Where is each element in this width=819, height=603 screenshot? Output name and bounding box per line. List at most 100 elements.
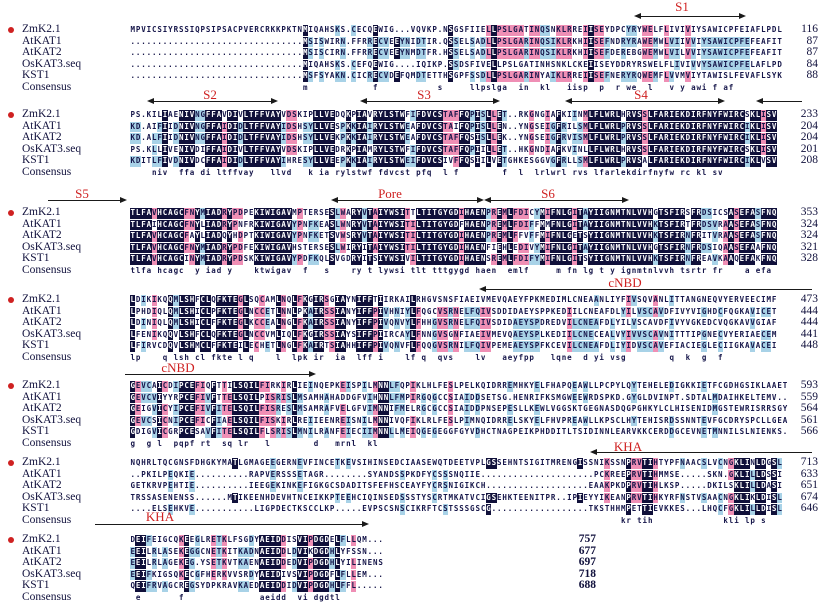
residue-cell: R bbox=[625, 133, 632, 144]
residue-cell: . bbox=[200, 59, 206, 69]
residue-cell: A bbox=[243, 546, 249, 558]
residue-cell: . bbox=[534, 481, 540, 491]
residue-cell: I bbox=[728, 121, 734, 133]
residue-cell: G bbox=[604, 242, 610, 254]
residue-cell: A bbox=[210, 231, 217, 242]
residue-cell: I bbox=[696, 48, 701, 58]
residue-cell: L bbox=[707, 458, 712, 467]
residue-cell: K bbox=[178, 469, 184, 479]
residue-cell: T bbox=[431, 231, 438, 242]
residue-cell: D bbox=[275, 504, 281, 514]
residue-cell: K bbox=[394, 295, 400, 304]
residue-cell: G bbox=[507, 156, 513, 166]
residue-cell: L bbox=[653, 25, 658, 34]
residue-cell: N bbox=[280, 341, 287, 352]
residue-cell: E bbox=[572, 392, 578, 404]
residue-cell: . bbox=[297, 59, 303, 69]
residue-cell: A bbox=[550, 110, 556, 119]
residue-cell: E bbox=[210, 558, 217, 569]
residue-cell: E bbox=[491, 295, 497, 304]
residue-cell: V bbox=[151, 404, 157, 415]
residue-cell: R bbox=[146, 458, 152, 467]
residue-cell: S bbox=[766, 156, 772, 167]
residue-cell: E bbox=[249, 242, 254, 252]
residue-cell: F bbox=[523, 295, 529, 304]
residue-cell: . bbox=[691, 504, 696, 514]
residue-cell: R bbox=[151, 558, 157, 569]
residue-cell: A bbox=[324, 427, 330, 438]
residue-cell: V bbox=[151, 427, 157, 438]
residue-cell: E bbox=[443, 415, 448, 425]
residue-cell: V bbox=[383, 36, 389, 48]
residue-cell: Y bbox=[588, 492, 594, 502]
row-label: OsKAT3.seq bbox=[22, 57, 82, 70]
residue-cell: V bbox=[636, 306, 643, 318]
residue-cell: T bbox=[270, 341, 276, 351]
residue-cell: L bbox=[669, 59, 675, 69]
residue-cell: . bbox=[216, 48, 222, 58]
residue-cell: A bbox=[475, 48, 480, 58]
consensus-cell: f bbox=[761, 266, 766, 275]
residue-cell: N bbox=[577, 144, 583, 154]
residue-cell: I bbox=[399, 306, 405, 316]
residue-cell: E bbox=[249, 341, 254, 351]
residue-cell: N bbox=[523, 392, 529, 402]
residue-cell: E bbox=[647, 25, 653, 36]
residue-cell: . bbox=[238, 48, 243, 58]
residue-cell: M bbox=[539, 231, 546, 242]
residue-cell: S bbox=[442, 318, 449, 329]
residue-cell: G bbox=[243, 458, 249, 467]
residue-cell: S bbox=[421, 458, 427, 467]
residue-cell: E bbox=[556, 341, 561, 351]
residue-cell: M bbox=[292, 208, 297, 217]
residue-cell: F bbox=[195, 329, 200, 339]
residue-cell: L bbox=[151, 133, 157, 144]
residue-cell: T bbox=[367, 254, 373, 265]
residue-cell: N bbox=[351, 295, 356, 304]
residue-cell: K bbox=[679, 110, 686, 121]
residue-cell: G bbox=[448, 208, 454, 219]
residue-cell: N bbox=[292, 458, 297, 467]
residue-cell: A bbox=[722, 231, 729, 242]
residue-cell: K bbox=[594, 504, 599, 514]
residue-cell: L bbox=[588, 156, 594, 167]
residue-cell: P bbox=[270, 504, 276, 514]
residue-cell: I bbox=[744, 133, 750, 144]
consensus-cell: i bbox=[567, 83, 572, 92]
residue-cell: P bbox=[405, 392, 410, 402]
residue-cell: L bbox=[663, 71, 670, 82]
residue-cell: T bbox=[642, 458, 648, 469]
residue-cell: . bbox=[561, 492, 567, 502]
residue-cell: F bbox=[512, 208, 519, 219]
residue-cell: R bbox=[351, 231, 357, 242]
residue-cell: L bbox=[620, 415, 626, 425]
residue-cell: . bbox=[178, 59, 184, 69]
residue-cell: Q bbox=[718, 242, 723, 252]
residue-cell: E bbox=[766, 341, 772, 352]
residue-cell: N bbox=[625, 254, 632, 265]
residue-cell: T bbox=[572, 427, 577, 437]
residue-cell: . bbox=[275, 36, 281, 46]
residue-cell: N bbox=[706, 110, 713, 121]
residue-cell: I bbox=[162, 121, 168, 133]
residue-cell: M bbox=[501, 219, 508, 231]
residue-cell: D bbox=[561, 306, 567, 316]
residue-cell: Y bbox=[194, 231, 201, 242]
consensus-cell: l bbox=[443, 168, 448, 177]
residue-cell: L bbox=[567, 156, 572, 166]
consensus-cell: v bbox=[577, 168, 583, 177]
residue-cell: F bbox=[453, 110, 459, 121]
residue-number: 328 bbox=[800, 252, 818, 265]
residue-cell: . bbox=[356, 504, 362, 514]
residue-cell: I bbox=[356, 121, 362, 133]
residue-cell: M bbox=[313, 392, 319, 402]
residue-cell: L bbox=[421, 415, 427, 425]
residue-cell: I bbox=[200, 381, 206, 392]
consensus-cell: a bbox=[259, 593, 265, 602]
consensus-cell: l bbox=[701, 168, 707, 177]
residue-cell: R bbox=[135, 492, 141, 502]
residue-cell: M bbox=[410, 71, 416, 81]
residue-cell: A bbox=[469, 254, 475, 265]
residue-cell: S bbox=[766, 144, 772, 156]
residue-cell: . bbox=[292, 71, 297, 81]
